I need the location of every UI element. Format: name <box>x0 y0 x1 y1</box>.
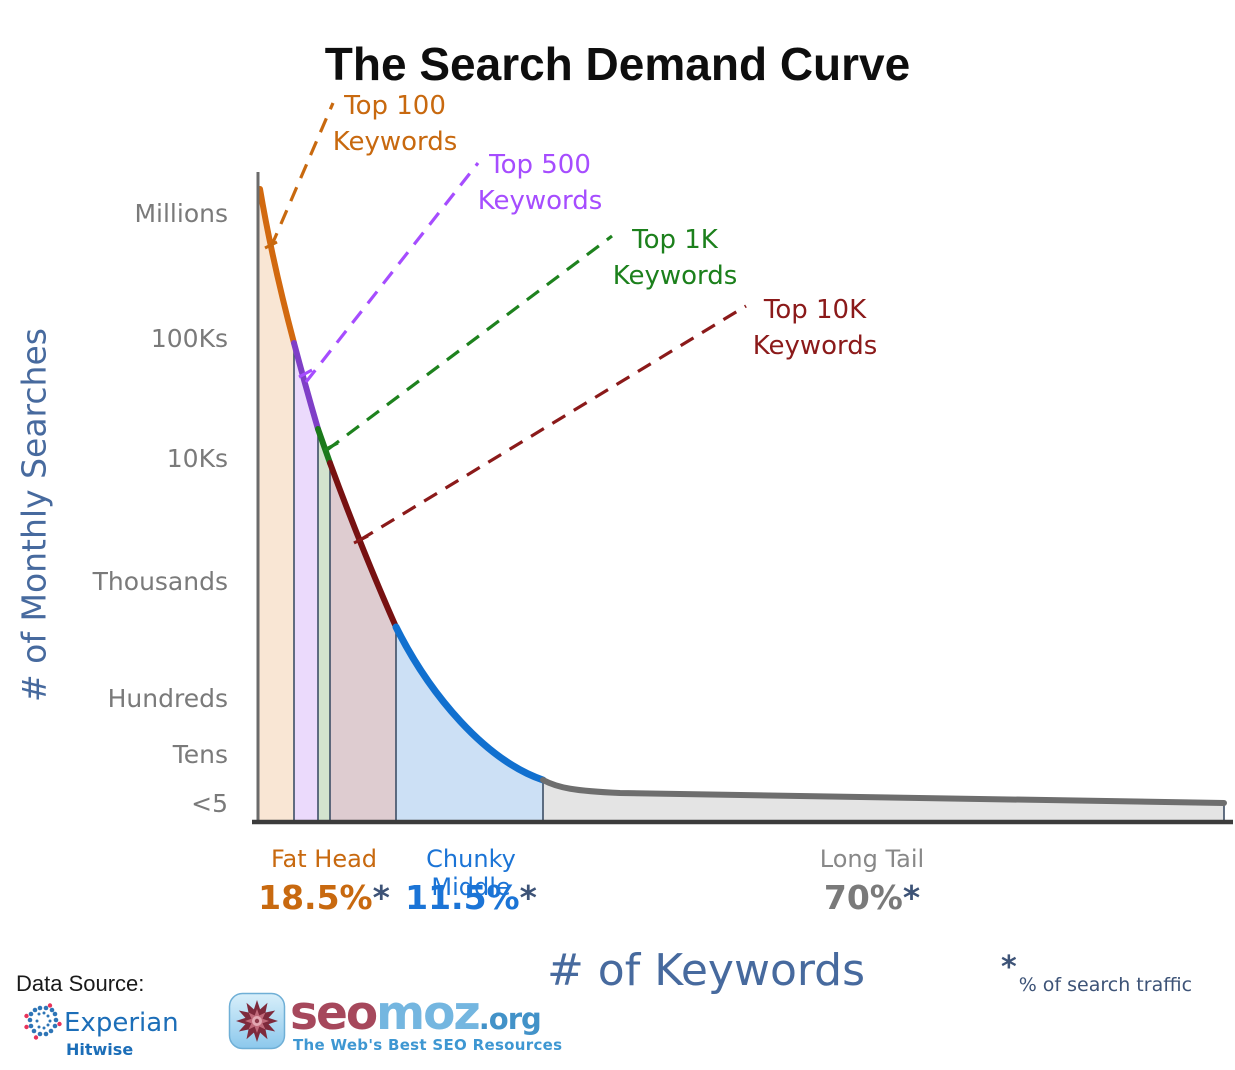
long-tail-segment <box>540 777 1227 806</box>
callout-feet <box>264 240 369 545</box>
top-1k-callout-line <box>326 234 613 452</box>
top-100-callout-line <box>269 102 335 248</box>
chunky-middle-area <box>396 627 543 821</box>
area-fills <box>258 189 1224 821</box>
long-tail-asterisk: * <box>902 878 921 917</box>
top-1k-segment <box>315 426 333 466</box>
segment-dividers <box>293 345 1225 821</box>
y-tick-hundreds: Hundreds <box>107 684 228 713</box>
long-tail-value: 70%* <box>823 878 921 917</box>
footnote-asterisk: * <box>1001 950 1017 985</box>
top-10k-area <box>330 463 396 821</box>
footnote-text: % of search traffic <box>1018 974 1193 996</box>
top-500-callout-line <box>304 162 480 383</box>
fat-head-asterisk: * <box>372 878 390 917</box>
experian-dots-icon <box>24 1003 62 1040</box>
y-tick-less-than-5: <5 <box>191 789 228 818</box>
axes <box>252 172 1233 825</box>
top-10k-segment <box>327 460 399 630</box>
top-100-segment <box>257 186 297 346</box>
top-500-keywords-label: Top 500 Keywords <box>477 150 603 216</box>
fat-head-value: 18.5%* <box>258 878 390 917</box>
chunky-middle-asterisk: * <box>519 878 537 917</box>
long-tail-area <box>543 780 1224 821</box>
seomoz-wordmark: seomoz.org <box>290 986 542 1041</box>
data-source-label: Data Source: <box>16 971 145 996</box>
top-10k-callout-line <box>359 304 747 542</box>
seomoz-tagline: The Web's Best SEO Resources <box>293 1036 563 1054</box>
page-title: The Search Demand Curve <box>324 37 911 90</box>
callout-lines <box>269 102 747 542</box>
footnote: *% of search traffic <box>1001 950 1192 996</box>
top-1k-area <box>318 429 330 821</box>
top-100-keywords-label: Top 100 Keywords <box>332 91 458 157</box>
y-tick-tens: Tens <box>172 740 228 769</box>
y-tick-10ks: 10Ks <box>166 444 228 473</box>
top-500-area <box>294 343 318 821</box>
long-tail-label: Long Tail <box>819 845 925 873</box>
seomoz-badge-icon <box>228 992 286 1050</box>
top-1k-keywords-label: Top 1K Keywords <box>612 225 738 291</box>
x-axis-label: # of Keywords <box>546 945 866 996</box>
chunky-middle-label: Chunky Middle <box>426 845 516 901</box>
y-tick-millions: Millions <box>134 199 228 228</box>
top-500-segment <box>291 340 321 432</box>
fat-head-label: Fat Head <box>270 845 378 873</box>
chunky-middle-segment <box>392 623 547 784</box>
hitwise-wordmark: Hitwise <box>66 1040 134 1059</box>
y-tick-thousands: Thousands <box>92 567 228 596</box>
experian-wordmark: Experian <box>64 1008 179 1038</box>
curve-segments <box>257 186 1227 806</box>
chunky-middle-value: 11.5%* <box>405 878 537 917</box>
top-10k-keywords-label: Top 10K Keywords <box>752 295 878 361</box>
top-100-area <box>258 189 294 821</box>
y-tick-100ks: 100Ks <box>150 324 228 353</box>
